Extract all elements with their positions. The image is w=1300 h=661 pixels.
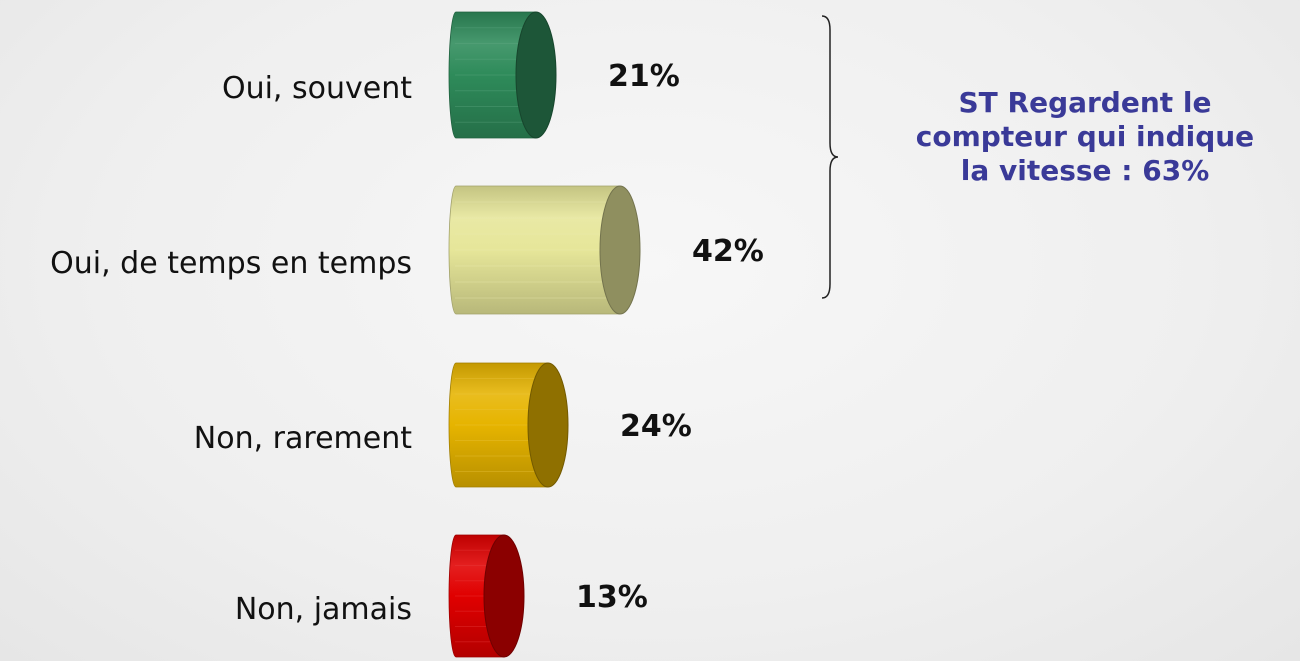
category-label: Non, jamais: [235, 592, 412, 627]
category-labels: Oui, souvent Oui, de temps en temps Non, r…: [50, 71, 412, 627]
group-bracket: [821, 15, 839, 299]
bar-cap-2: [527, 362, 569, 488]
annotation-line-1: ST Regardent le: [958, 86, 1212, 119]
value-label: 21%: [608, 59, 680, 94]
bar-cap-0: [515, 11, 557, 139]
bar-cap-3: [483, 534, 525, 658]
category-label: Oui, souvent: [222, 71, 412, 106]
bar-body-2: [448, 362, 549, 488]
value-labels: 21% 42% 24% 13%: [576, 59, 764, 615]
annotation-line-3: la vitesse : 63%: [960, 154, 1210, 187]
category-label: Oui, de temps en temps: [50, 246, 412, 281]
bars-group: [448, 11, 641, 658]
bar-body-1: [448, 185, 621, 315]
annotation-line-2: compteur qui indique: [915, 120, 1255, 153]
category-label: Non, rarement: [194, 421, 412, 456]
value-label: 24%: [620, 409, 692, 444]
bar-cap-1: [599, 185, 641, 315]
bar-body-0: [448, 11, 537, 139]
value-label: 42%: [692, 234, 764, 269]
summary-annotation: ST Regardent le compteur qui indique la …: [870, 86, 1300, 188]
value-label: 13%: [576, 580, 648, 615]
